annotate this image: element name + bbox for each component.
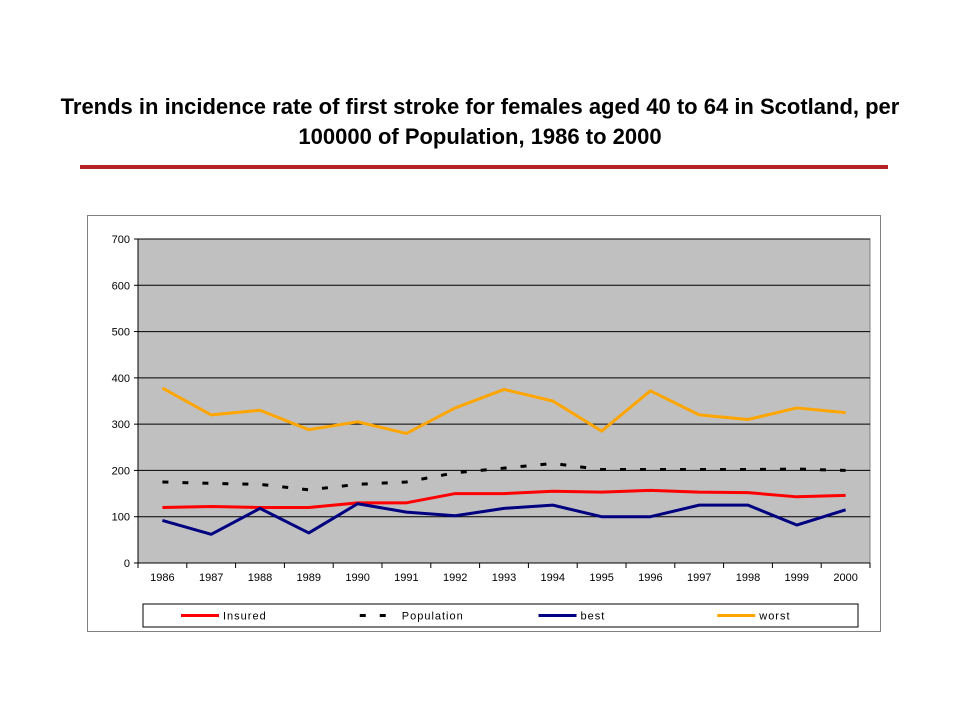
legend: Insured Population best worst bbox=[142, 603, 859, 628]
y-tick-label: 0 bbox=[124, 558, 130, 570]
y-tick-label: 400 bbox=[112, 373, 130, 385]
x-tick-label: 1991 bbox=[394, 572, 418, 584]
x-tick-label: 1999 bbox=[785, 572, 809, 584]
axes bbox=[134, 238, 871, 568]
x-tick-label: 1996 bbox=[638, 572, 662, 584]
x-tick-label: 1987 bbox=[199, 572, 223, 584]
x-tick-label: 1992 bbox=[443, 572, 467, 584]
title-rule bbox=[80, 165, 888, 169]
series-line-worst bbox=[161, 386, 846, 435]
x-tick-label: 1989 bbox=[297, 572, 321, 584]
slide-title: Trends in incidence rate of first stroke… bbox=[60, 94, 900, 149]
chart-frame: 0 100 200 300 400 500 600 700 1986 1987 1988 1989 1… bbox=[87, 215, 881, 632]
y-tick-label: 300 bbox=[112, 419, 130, 431]
legend-box bbox=[142, 603, 859, 628]
y-tick-labels: 0 100 200 300 400 500 600 700 bbox=[112, 234, 130, 570]
x-tick-labels: 1986 1987 1988 1989 1990 1991 1992 1993 1994 1995… bbox=[150, 572, 858, 584]
x-tick-label: 1994 bbox=[541, 572, 565, 584]
legend-label-population: Population bbox=[402, 611, 464, 623]
x-tick-label: 1990 bbox=[345, 572, 369, 584]
y-tick-label: 500 bbox=[112, 327, 130, 339]
series-lines bbox=[161, 386, 847, 536]
legend-label-insured: Insured bbox=[223, 611, 267, 623]
y-tick-label: 100 bbox=[112, 512, 130, 524]
legend-label-worst: worst bbox=[758, 611, 790, 623]
y-tick-label: 600 bbox=[112, 280, 130, 292]
series-line-population bbox=[162, 461, 846, 492]
gridlines bbox=[138, 238, 870, 518]
x-tick-label: 1986 bbox=[150, 572, 174, 584]
series-line-best bbox=[161, 502, 847, 536]
x-tick-label: 1993 bbox=[492, 572, 516, 584]
x-tick-label: 1997 bbox=[687, 572, 711, 584]
x-tick-label: 2000 bbox=[833, 572, 857, 584]
y-tick-label: 200 bbox=[112, 465, 130, 477]
legend-label-best: best bbox=[581, 611, 606, 623]
x-tick-label: 1998 bbox=[736, 572, 760, 584]
series-line-insured bbox=[162, 488, 846, 509]
x-tick-label: 1988 bbox=[248, 572, 272, 584]
x-tick-label: 1995 bbox=[589, 572, 613, 584]
y-tick-label: 700 bbox=[112, 234, 130, 246]
